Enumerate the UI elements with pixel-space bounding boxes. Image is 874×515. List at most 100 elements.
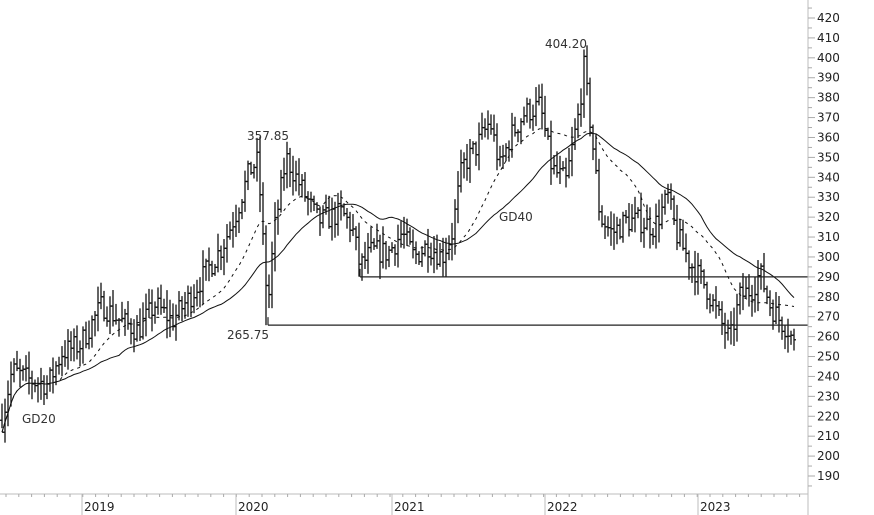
ohlc-bar: [507, 140, 511, 162]
ohlc-bar: [297, 158, 301, 196]
ohlc-bar: [642, 217, 646, 248]
ohlc-bar: [6, 380, 10, 427]
ohlc-bar: [255, 137, 259, 182]
ohlc-bar: [780, 316, 784, 340]
ohlc-bar: [504, 143, 508, 162]
y-tick-label: 310: [817, 230, 840, 244]
ohlc-bar: [267, 274, 271, 309]
y-tick-label: 240: [817, 369, 840, 383]
chart-annotation: GD20: [22, 412, 56, 426]
ohlc-bar: [729, 311, 733, 345]
ohlc-bar: [30, 370, 34, 400]
ohlc-bar: [567, 147, 571, 179]
ohlc-bar: [735, 293, 739, 342]
ohlc-bar: [573, 118, 577, 150]
ohlc-bar: [351, 214, 355, 237]
ohlc-bar: [153, 301, 157, 324]
ohlc-bar: [126, 301, 130, 330]
ohlc-bar: [117, 318, 121, 337]
ohlc-bar: [396, 224, 400, 268]
x-tick-label: 2023: [700, 500, 731, 514]
ohlc-bar: [690, 263, 694, 283]
ohlc-bar: [393, 244, 397, 266]
ohlc-bar: [531, 104, 535, 131]
ohlc-bar: [108, 296, 112, 335]
ohlc-bar: [201, 250, 205, 305]
ohlc-bar: [687, 250, 691, 280]
ohlc-bar: [450, 222, 454, 261]
ohlc-bar: [309, 191, 313, 213]
ohlc-bar: [570, 126, 574, 177]
ohlc-bar: [336, 192, 340, 236]
ohlc-bar: [546, 127, 550, 140]
gd20-line: [1, 127, 795, 433]
ohlc-bar: [414, 241, 418, 265]
ohlc-bar: [441, 237, 445, 277]
ohlc-bar: [711, 294, 715, 312]
y-tick-label: 280: [817, 290, 840, 304]
ohlc-bar: [168, 299, 172, 338]
ohlc-bar: [513, 116, 517, 137]
ohlc-bar: [387, 245, 391, 268]
y-tick-label: 340: [817, 170, 840, 184]
ohlc-bar: [660, 193, 664, 230]
ohlc-bar: [777, 296, 781, 333]
ohlc-bar: [87, 320, 91, 350]
y-tick-label: 380: [817, 91, 840, 105]
y-tick-label: 250: [817, 350, 840, 364]
y-tick-label: 410: [817, 31, 840, 45]
ohlc-bar: [291, 155, 295, 196]
ohlc-bar: [456, 171, 460, 224]
ohlc-bar: [633, 196, 637, 233]
ohlc-bar: [615, 216, 619, 245]
ohlc-bar: [162, 298, 166, 313]
ohlc-bar: [381, 226, 385, 269]
ohlc-bar: [135, 315, 139, 342]
ohlc-bar: [237, 207, 241, 234]
ohlc-bar: [18, 358, 22, 388]
ohlc-bar: [69, 331, 73, 362]
ohlc-bar: [636, 207, 640, 219]
ohlc-bar: [732, 307, 736, 347]
ohlc-bar: [225, 224, 229, 263]
ohlc-bar: [708, 293, 712, 314]
ohlc-bar: [156, 287, 160, 315]
chart-annotation: 404.20: [545, 37, 587, 51]
ohlc-bar: [480, 112, 484, 140]
ohlc-bar: [561, 161, 565, 172]
ohlc-bar: [279, 169, 283, 213]
ohlc-bar: [432, 236, 436, 274]
ohlc-bar: [105, 306, 109, 327]
ohlc-bar: [192, 284, 196, 314]
ohlc-bar: [468, 138, 472, 183]
ohlc-bar: [498, 145, 502, 167]
ohlc-bar: [144, 293, 148, 337]
ohlc-bar: [51, 357, 55, 394]
ohlc-bar: [327, 195, 331, 229]
ohlc-bar: [744, 276, 748, 299]
y-tick-label: 330: [817, 190, 840, 204]
ohlc-bar: [210, 260, 214, 277]
ohlc-bar: [528, 98, 532, 129]
ohlc-bar: [246, 160, 250, 191]
ohlc-bar: [462, 152, 466, 179]
ohlc-bar: [378, 234, 382, 280]
ohlc-bar: [579, 88, 583, 127]
ohlc-bar: [516, 129, 520, 143]
ohlc-bar: [495, 123, 499, 171]
ohlc-bar: [582, 49, 586, 118]
ohlc-bar: [369, 226, 373, 253]
y-tick-label: 400: [817, 51, 840, 65]
ohlc-bar: [525, 97, 529, 123]
ohlc-bar: [477, 122, 481, 171]
ohlc-bar: [621, 211, 625, 243]
ohlc-bar: [186, 285, 190, 317]
ohlc-bar: [231, 211, 235, 248]
ohlc-bar: [102, 290, 106, 322]
chart-annotation: 265.75: [227, 328, 269, 342]
ohlc-bar: [549, 120, 553, 185]
ohlc-bar: [306, 191, 310, 216]
ohlc-bar: [252, 163, 256, 179]
ohlc-bar: [459, 149, 463, 193]
ohlc-bar: [384, 241, 388, 270]
